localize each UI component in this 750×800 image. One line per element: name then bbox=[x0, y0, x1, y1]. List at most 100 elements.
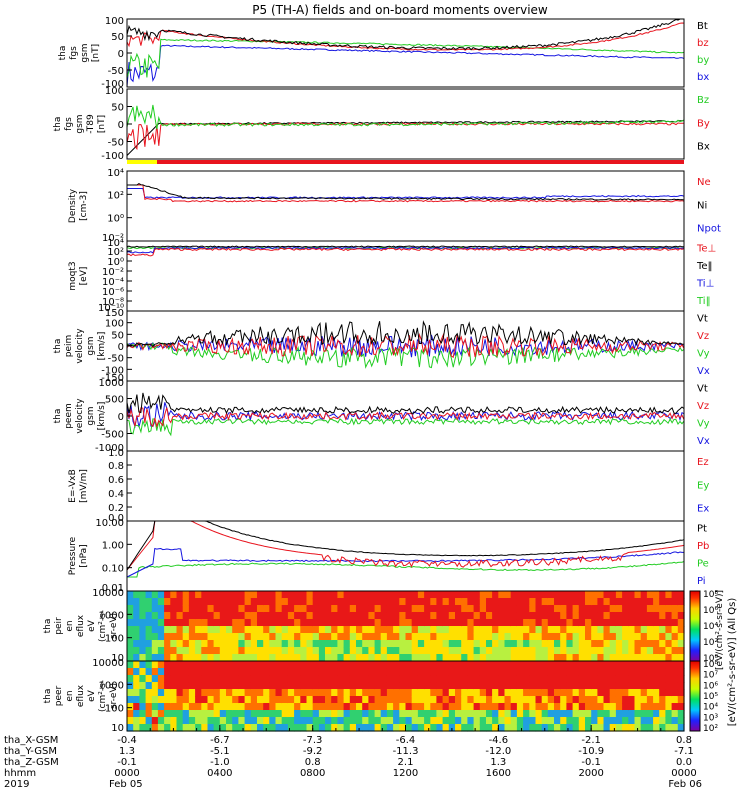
y-axis-label: (cm²-s- bbox=[98, 680, 108, 712]
y-tick-label: 0.0 bbox=[108, 513, 124, 524]
y-axis-label: peer bbox=[54, 685, 64, 706]
x-tick-value: -11.3 bbox=[393, 746, 419, 757]
legend-Vy: Vy bbox=[697, 419, 710, 430]
x-tick-value: 0.0 bbox=[676, 757, 692, 768]
y-tick-label: 500 bbox=[105, 395, 124, 406]
y-tick-label: 10⁻⁴ bbox=[102, 277, 124, 288]
x-row-label: tha_Y-GSM bbox=[4, 746, 57, 757]
y-tick-label: -150 bbox=[101, 373, 124, 384]
spectrogram-peir-eflux bbox=[127, 591, 685, 662]
series-red bbox=[126, 332, 685, 359]
colorbar-tick: 10⁴ bbox=[703, 622, 718, 632]
y-axis-label: gsm bbox=[86, 406, 96, 425]
colorbar-label: [eV/(cm²-s-sr-eV)] (All Qs) bbox=[727, 598, 738, 727]
y-tick-label: 100 bbox=[105, 319, 124, 330]
y-tick-label: 150 bbox=[105, 308, 124, 319]
y-axis-label: peir bbox=[54, 617, 64, 635]
series-red bbox=[126, 22, 685, 51]
series-black bbox=[126, 320, 685, 348]
y-tick-label: 10⁻² bbox=[102, 267, 124, 278]
mode-bar-fast bbox=[157, 160, 684, 164]
y-tick-label: 10⁰ bbox=[107, 257, 124, 268]
panel-e-field: 1.0 0.8 0.6 0.4 0.20.0 E=-VxB [mV/m] Ez Ey Ex bbox=[68, 448, 709, 524]
series-red bbox=[126, 407, 685, 428]
y-tick-label: 50 bbox=[111, 32, 124, 43]
y-axis-label: [eV] bbox=[79, 267, 89, 286]
y-axis-label: [cm-3] bbox=[79, 191, 89, 221]
legend-Pb: Pb bbox=[697, 541, 709, 552]
x-tick-value: -4.6 bbox=[489, 735, 509, 746]
y-tick-label: 0.6 bbox=[108, 475, 124, 486]
legend-Pt: Pt bbox=[697, 524, 707, 535]
colorbar-tick: 10⁶ bbox=[703, 681, 718, 691]
y-axis-label: tha bbox=[58, 46, 68, 61]
x-tick-value: -0.4 bbox=[117, 735, 137, 746]
x-tick-value: -1.0 bbox=[210, 757, 230, 768]
y-axis-label: [mV/m] bbox=[79, 469, 89, 503]
y-tick-label: 1000 bbox=[99, 610, 124, 621]
legend-Pe: Pe bbox=[697, 559, 709, 570]
x-tick-value: Feb 05 bbox=[109, 779, 143, 790]
y-tick-label: 10⁰ bbox=[107, 214, 124, 225]
x-tick-value: -2.1 bbox=[581, 735, 601, 746]
y-axis-label: sr-eV) bbox=[109, 683, 119, 709]
colorbar-tick: 10⁶ bbox=[703, 606, 718, 616]
y-axis-label: gsm bbox=[86, 336, 96, 355]
y-tick-label: 0 bbox=[118, 342, 124, 353]
y-tick-label: 100 bbox=[105, 634, 124, 645]
series-red bbox=[126, 122, 685, 151]
y-axis-label: Pressure bbox=[68, 536, 78, 575]
y-tick-label: 0.10 bbox=[102, 564, 124, 575]
panel-frame bbox=[126, 240, 685, 312]
mode-bar-slow bbox=[127, 160, 157, 164]
y-axis-label: moqt3 bbox=[68, 261, 78, 290]
panel-fgs-gsm-t89: 100 50 0 -50 -100 tha fgs gsm -T89 [nT] Bz By Bx bbox=[53, 86, 710, 162]
y-tick-label: 0.01 bbox=[102, 583, 124, 594]
series-green bbox=[126, 417, 685, 437]
y-axis-label: [nT] bbox=[91, 44, 101, 62]
y-axis-label: fgs bbox=[69, 46, 79, 60]
y-tick-label: 10 bbox=[111, 723, 124, 734]
y-tick-label: 10² bbox=[107, 190, 124, 201]
legend-by: by bbox=[697, 55, 709, 66]
y-tick-label: 1000 bbox=[99, 378, 124, 389]
x-tick-value: 0.8 bbox=[676, 735, 692, 746]
y-axis-label: en bbox=[65, 620, 75, 631]
y-tick-label: -100 bbox=[101, 151, 124, 162]
y-axis-label: [nT] bbox=[97, 115, 107, 133]
y-tick-label: 10⁻⁶ bbox=[102, 287, 124, 298]
legend-bz: bz bbox=[697, 38, 709, 49]
series-black bbox=[126, 520, 685, 571]
x-tick-value: 1600 bbox=[486, 768, 511, 779]
colorbar-tick: 10⁵ bbox=[703, 692, 718, 702]
y-axis-label: peem bbox=[64, 403, 74, 429]
legend-Ne: Ne bbox=[697, 177, 711, 188]
y-tick-label: 100 bbox=[105, 704, 124, 715]
colorbar-label-overlay: [eV/(cm²-s-sr-eV)] bbox=[715, 590, 725, 670]
y-axis-label: sr-eV) bbox=[109, 613, 119, 639]
panel-pressure: 10.00 1.00 0.10 0.01 Pressure [nPa] Pt Pb Pe Pi bbox=[68, 518, 709, 594]
y-axis-label: E=-VxB bbox=[68, 469, 78, 503]
y-axis-label: [nPa] bbox=[79, 544, 89, 567]
x-row-label: tha_X-GSM bbox=[4, 735, 58, 746]
legend-Ex: Ex bbox=[697, 504, 709, 515]
series-red bbox=[126, 520, 685, 571]
y-tick-label: -100 bbox=[101, 79, 124, 90]
y-tick-label: 10⁻² bbox=[102, 233, 124, 244]
series-blue bbox=[127, 188, 685, 199]
x-tick-value: Feb 06 bbox=[668, 779, 702, 790]
panel-fgs-gsm: 100 50 0 -50 -100 tha fgs gsm [nT] Bt bz by bx bbox=[58, 16, 709, 90]
series-red bbox=[126, 247, 685, 257]
y-tick-label: 50 bbox=[111, 103, 124, 114]
y-tick-label: 10 bbox=[111, 653, 124, 664]
colorbar-gradient bbox=[689, 660, 701, 732]
y-axis-label: velocity bbox=[75, 328, 85, 364]
colorbar-tick: 10² bbox=[703, 724, 718, 734]
y-axis-label: tha bbox=[53, 117, 63, 132]
legend-bx: bx bbox=[697, 72, 709, 83]
series-green bbox=[126, 104, 685, 130]
series-red bbox=[127, 184, 685, 203]
panel-density: 10⁴ 10² 10⁰ 10⁻² Density [cm-3] Ne Ni Npot bbox=[68, 168, 721, 244]
x-row-label: hhmm bbox=[4, 768, 36, 779]
